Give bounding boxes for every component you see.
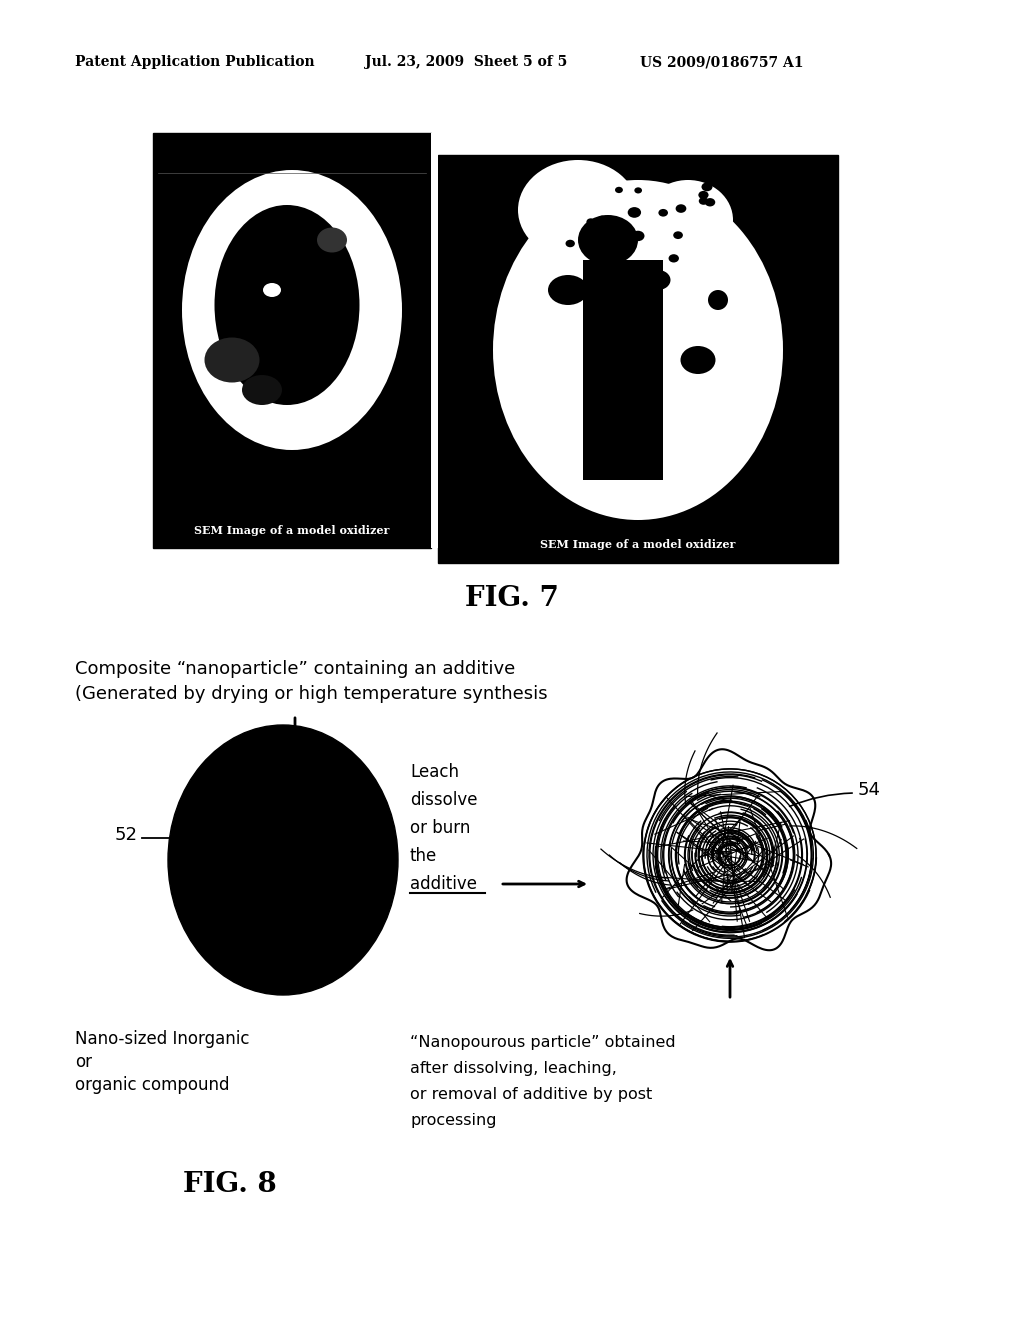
Text: organic compound: organic compound [75,1076,229,1094]
Text: or removal of additive by post: or removal of additive by post [410,1086,652,1102]
Ellipse shape [596,430,640,450]
Text: after dissolving, leaching,: after dissolving, leaching, [410,1061,616,1076]
Text: US 2009/0186757 A1: US 2009/0186757 A1 [640,55,804,69]
Ellipse shape [242,375,282,405]
Ellipse shape [518,160,638,260]
Bar [438,154,838,564]
Ellipse shape [317,227,347,252]
Ellipse shape [658,209,668,216]
Ellipse shape [634,187,642,194]
Ellipse shape [587,218,595,226]
Ellipse shape [548,275,588,305]
Text: processing: processing [410,1113,497,1129]
Text: 54: 54 [858,781,881,799]
Text: additive: additive [410,875,477,894]
Text: SEM Image of a model oxidizer: SEM Image of a model oxidizer [195,524,390,536]
Ellipse shape [578,215,638,265]
Text: or burn: or burn [410,818,470,837]
Text: or: or [75,1053,92,1071]
Ellipse shape [493,180,783,520]
Bar [583,260,663,480]
Ellipse shape [632,231,644,242]
Ellipse shape [643,180,733,260]
Text: 52: 52 [115,826,138,843]
Text: the: the [410,847,437,865]
Ellipse shape [583,388,613,412]
Text: Jul. 23, 2009  Sheet 5 of 5: Jul. 23, 2009 Sheet 5 of 5 [365,55,567,69]
Ellipse shape [708,290,728,310]
Text: FIG. 7: FIG. 7 [465,585,559,611]
Ellipse shape [598,215,606,222]
Ellipse shape [182,170,402,450]
Ellipse shape [205,338,259,383]
Ellipse shape [628,207,641,218]
Ellipse shape [565,240,574,247]
Ellipse shape [681,346,716,374]
Ellipse shape [698,197,709,205]
Ellipse shape [673,231,683,239]
Text: Nano-sized Inorganic: Nano-sized Inorganic [75,1030,250,1048]
Ellipse shape [645,271,671,290]
Ellipse shape [676,205,686,213]
Ellipse shape [669,255,679,263]
Ellipse shape [705,198,715,206]
Text: (Generated by drying or high temperature synthesis: (Generated by drying or high temperature… [75,685,548,704]
Text: Leach: Leach [410,763,459,781]
Text: SEM Image of a model oxidizer: SEM Image of a model oxidizer [541,540,735,550]
Text: Patent Application Publication: Patent Application Publication [75,55,314,69]
Bar [153,133,431,548]
Ellipse shape [615,187,623,193]
Ellipse shape [263,282,281,297]
Text: Composite “nanoparticle” containing an additive: Composite “nanoparticle” containing an a… [75,660,515,678]
Ellipse shape [168,725,398,995]
Ellipse shape [214,205,359,405]
Bar [431,133,438,548]
Ellipse shape [698,191,709,199]
Text: dissolve: dissolve [410,791,477,809]
Text: FIG. 8: FIG. 8 [183,1172,276,1199]
Ellipse shape [701,182,713,191]
Text: “Nanopourous particle” obtained: “Nanopourous particle” obtained [410,1035,676,1049]
